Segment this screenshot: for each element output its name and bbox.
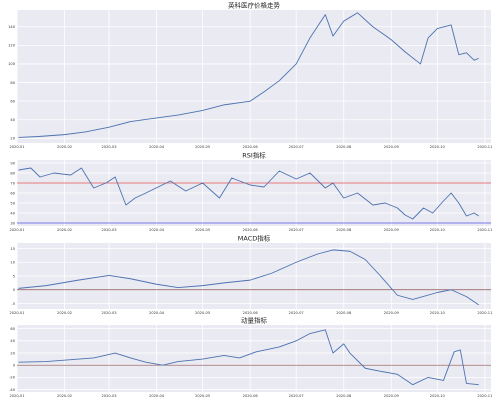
- macd-x-tick-label: 2020-11: [477, 311, 492, 315]
- price-x-tick-label: 2020-07: [289, 145, 304, 149]
- momentum-plot-area: [17, 325, 491, 392]
- price-x-tick-label: 2020-01: [9, 145, 24, 149]
- macd-y-tick-label: 5: [13, 274, 15, 278]
- price-x-tick-label: 2020-10: [430, 145, 446, 149]
- momentum-x-tick-label: 2020-01: [9, 394, 24, 398]
- macd-x-tick-label: 2020-06: [243, 311, 259, 315]
- macd-x-tick-label: 2020-08: [336, 311, 352, 315]
- momentum-y-tick-label: 40: [10, 339, 15, 343]
- rsi-series-line: [18, 167, 479, 220]
- price-plot-area: [17, 10, 491, 143]
- rsi-chart-title: RSI指标: [242, 151, 266, 160]
- momentum-x-tick-label: 2020-10: [430, 394, 446, 398]
- rsi-x-tick-label: 2020-07: [289, 228, 304, 232]
- rsi-y-tick-label: 40: [10, 211, 15, 215]
- macd-y-tick-label: -5: [11, 302, 15, 306]
- rsi-x-tick-label: 2020-11: [477, 228, 492, 232]
- macd-y-tick-label: 0: [13, 288, 16, 292]
- price-x-tick-label: 2020-09: [384, 145, 400, 149]
- rsi-x-tick-label: 2020-04: [149, 228, 165, 232]
- price-chart-title: 英科医疗价格走势: [228, 1, 281, 10]
- rsi-y-tick-label: 90: [10, 161, 15, 165]
- price-y-tick-label: 80: [10, 81, 15, 85]
- momentum-x-tick-label: 2020-08: [336, 394, 352, 398]
- macd-x-tick-label: 2020-03: [102, 311, 117, 315]
- price-x-tick-label: 2020-03: [102, 145, 117, 149]
- momentum-x-tick-label: 2020-07: [289, 394, 304, 398]
- rsi-x-tick-label: 2020-09: [384, 228, 400, 232]
- momentum-y-tick-label: -40: [9, 388, 16, 392]
- price-x-tick-label: 2020-04: [149, 145, 165, 149]
- rsi-y-tick-label: 30: [10, 221, 15, 225]
- price-x-tick-label: 2020-08: [336, 145, 352, 149]
- price-y-tick-label: 120: [8, 44, 16, 48]
- momentum-series-line: [18, 329, 479, 386]
- price-y-tick-label: 140: [8, 25, 16, 29]
- momentum-y-tick-label: 0: [13, 364, 16, 368]
- macd-series-line: [18, 249, 479, 306]
- macd-chart-title: MACD指标: [238, 234, 271, 243]
- panel-rsi: 2020-01 2020-02 2020-03 2020-04 2020-05 2020-…: [9, 151, 492, 233]
- price-y-tick-label: 100: [8, 62, 16, 66]
- rsi-x-tick-label: 2020-08: [336, 228, 352, 232]
- rsi-y-tick-label: 60: [10, 191, 15, 195]
- price-y-tick-label: 60: [10, 99, 15, 103]
- macd-x-tick-label: 2020-04: [149, 311, 165, 315]
- momentum-x-tick-label: 2020-02: [57, 394, 72, 398]
- price-y-tick-label: 40: [10, 118, 15, 122]
- macd-y-tick-label: 10: [10, 261, 15, 265]
- momentum-y-tick-label: 60: [10, 327, 15, 331]
- rsi-x-tick-label: 2020-01: [9, 228, 24, 232]
- price-y-tick-label: 20: [10, 137, 15, 141]
- momentum-x-tick-label: 2020-05: [195, 394, 210, 398]
- rsi-x-tick-label: 2020-05: [195, 228, 210, 232]
- momentum-x-tick-label: 2020-11: [477, 394, 492, 398]
- momentum-y-tick-label: 20: [10, 351, 15, 355]
- macd-x-tick-label: 2020-07: [289, 311, 304, 315]
- rsi-y-tick-label: 50: [10, 201, 15, 205]
- rsi-y-tick-label: 70: [10, 181, 15, 185]
- rsi-x-tick-label: 2020-03: [102, 228, 117, 232]
- rsi-x-tick-label: 2020-02: [57, 228, 72, 232]
- price-x-tick-label: 2020-05: [195, 145, 210, 149]
- price-x-tick-label: 2020-06: [243, 145, 259, 149]
- momentum-x-tick-label: 2020-03: [102, 394, 117, 398]
- price-series-line: [18, 12, 479, 138]
- rsi-x-tick-label: 2020-06: [243, 228, 259, 232]
- macd-y-tick-label: 15: [10, 247, 15, 251]
- momentum-x-tick-label: 2020-04: [149, 394, 165, 398]
- panel-macd: 2020-01 2020-02 2020-03 2020-04 2020-05 2020-…: [9, 234, 492, 316]
- momentum-chart-title: 动量指标: [241, 316, 268, 325]
- rsi-y-tick-label: 80: [10, 171, 15, 175]
- rsi-x-tick-label: 2020-10: [430, 228, 446, 232]
- macd-x-tick-label: 2020-02: [57, 311, 72, 315]
- momentum-x-tick-label: 2020-09: [384, 394, 400, 398]
- price-x-tick-label: 2020-02: [57, 145, 72, 149]
- panel-price: 2020-01 2020-02 2020-03 2020-04 2020-05 2020-…: [8, 1, 492, 150]
- macd-x-tick-label: 2020-01: [9, 311, 24, 315]
- panel-momentum: 2020-01 2020-02 2020-03 2020-04 2020-05 2020-…: [9, 316, 492, 399]
- momentum-y-tick-label: -20: [9, 376, 16, 380]
- macd-x-tick-label: 2020-10: [430, 311, 446, 315]
- price-x-tick-label: 2020-11: [477, 145, 492, 149]
- macd-x-tick-label: 2020-09: [384, 311, 400, 315]
- macd-x-tick-label: 2020-05: [195, 311, 210, 315]
- momentum-x-tick-label: 2020-06: [243, 394, 259, 398]
